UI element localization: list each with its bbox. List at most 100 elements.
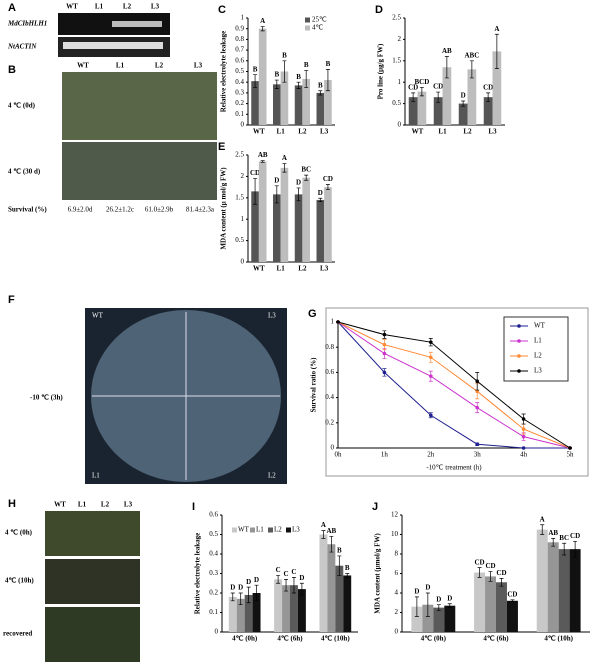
y-tick-label: 2 (398, 35, 402, 43)
significance-letter: A (321, 521, 326, 529)
y-tick-label: 0.4 (325, 393, 334, 401)
y-tick-label: 0.6 (209, 511, 218, 519)
bar (474, 572, 486, 632)
significance-letter: B (253, 65, 258, 73)
panel-letter: G (308, 308, 317, 320)
significance-letter: AB (442, 47, 452, 55)
error-bar (414, 596, 419, 617)
bar (343, 575, 352, 632)
significance-letter: D (461, 92, 466, 100)
significance-letter: B (337, 547, 342, 555)
error-bar (411, 92, 416, 102)
bar (547, 542, 559, 632)
error-bar (284, 579, 289, 592)
survival-value: 6.9±2.0d (68, 206, 93, 214)
y-tick-label: 0.3 (209, 569, 218, 577)
y-tick-label: 0 (241, 258, 245, 266)
y-tick-label: 2.5 (235, 151, 244, 159)
line-label: L2 (123, 3, 132, 11)
marker (382, 351, 387, 356)
bar (433, 607, 445, 632)
significance-letter: D (274, 176, 279, 184)
error-bar (238, 592, 243, 606)
error-bar (551, 538, 556, 547)
marker (521, 417, 526, 421)
bar (236, 598, 245, 632)
y-tick-label: 1 (241, 215, 245, 223)
bar (558, 549, 570, 632)
x-tick-label: L1 (277, 265, 286, 273)
survival-value: 81.4±2.3a (186, 206, 215, 214)
marker (429, 355, 433, 360)
legend-label: 4℃ (312, 24, 324, 32)
bar (324, 187, 332, 262)
error-bar (444, 56, 449, 79)
error-bar (282, 163, 287, 173)
significance-letter: CD (433, 83, 443, 91)
error-bar (282, 60, 287, 83)
error-bar (540, 524, 545, 535)
y-tick-label: 6 (395, 569, 399, 577)
error-bar (325, 184, 330, 191)
panel-letter: B (8, 64, 16, 76)
x-tick-label: 4℃ (10h) (321, 635, 350, 643)
bar (483, 97, 493, 125)
marker (382, 332, 387, 337)
row-label: 4 ℃ (0h) (5, 529, 33, 537)
legend-label: 25℃ (312, 16, 327, 24)
y-axis-label: Pro line (μg/g FW) (377, 43, 385, 99)
legend-label: WT (534, 322, 546, 330)
marker (429, 340, 433, 344)
significance-letter: C (291, 568, 296, 576)
error-bar (274, 185, 279, 204)
error-bar (499, 578, 504, 587)
bar (274, 579, 283, 632)
x-tick-label: L2 (298, 265, 307, 273)
condition-label: -10 ℃ (3h) (30, 394, 63, 402)
error-bar (494, 33, 499, 69)
x-tick-label: WT (253, 265, 265, 273)
x-tick-label: WT (412, 128, 424, 136)
y-axis-label: Relative electrolyte leakage (220, 31, 228, 113)
error-bar (318, 197, 323, 203)
significance-letter: A (540, 515, 545, 523)
bar (228, 596, 237, 632)
bar (444, 605, 456, 632)
x-tick-label: L1 (438, 128, 447, 136)
significance-letter: D (246, 578, 251, 586)
significance-letter: D (436, 595, 441, 603)
marker (521, 427, 526, 431)
bar (467, 69, 477, 125)
y-tick-label: 0.6 (235, 56, 244, 64)
error-bar (477, 567, 482, 578)
photo (45, 607, 140, 662)
bar (280, 167, 289, 262)
line (337, 321, 571, 449)
y-tick-label: 0 (395, 628, 399, 636)
y-tick-label: 1.5 (392, 56, 401, 64)
bar (433, 97, 443, 125)
error-bar (253, 74, 258, 88)
y-tick-label: 0.7 (235, 46, 244, 54)
bar (258, 28, 267, 126)
legend-label: L1 (256, 526, 264, 534)
legend-swatch (268, 527, 273, 533)
x-tick-label: 4℃ (0h) (421, 635, 447, 643)
bar (408, 97, 418, 125)
legend-swatch (517, 339, 521, 343)
bar (417, 91, 427, 125)
error-bar (321, 530, 326, 539)
significance-letter: D (238, 584, 243, 592)
significance-letter: D (447, 594, 452, 602)
error-bar (573, 540, 578, 558)
error-bar (461, 100, 466, 107)
error-bar (318, 90, 323, 96)
bar (536, 529, 548, 632)
legend-box (503, 316, 569, 382)
significance-letter: D (318, 189, 323, 197)
photo (62, 142, 217, 200)
legend-swatch (232, 527, 237, 533)
x-tick-label: 1h (381, 451, 389, 459)
legend-swatch (305, 25, 310, 31)
significance-letter: B (326, 60, 331, 68)
